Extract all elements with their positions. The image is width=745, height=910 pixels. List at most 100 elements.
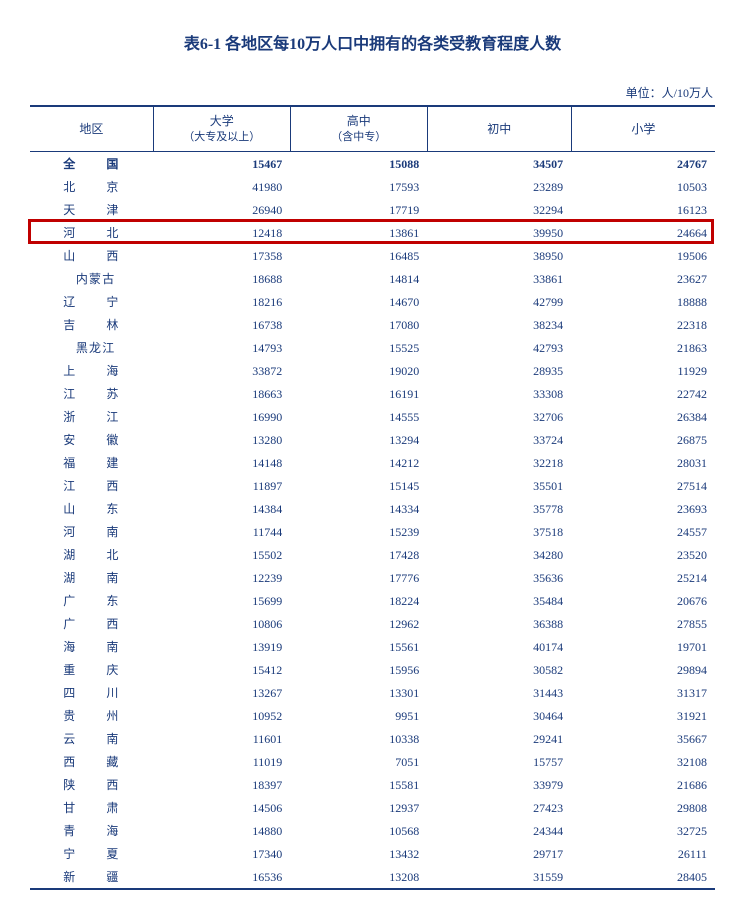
cell-value: 15467 [153,152,290,176]
cell-value: 19020 [290,359,427,382]
cell-value: 26875 [571,428,715,451]
cell-value: 13294 [290,428,427,451]
cell-value: 24557 [571,520,715,543]
col1-sub: （大专及以上） [158,130,286,145]
table-title: 表6-1 各地区每10万人口中拥有的各类受教育程度人数 [30,30,715,54]
cell-value: 20676 [571,589,715,612]
cell-region: 吉 林 [30,313,153,336]
cell-value: 11744 [153,520,290,543]
table-row: 西 藏1101970511575732108 [30,750,715,773]
cell-value: 13301 [290,681,427,704]
cell-value: 26940 [153,198,290,221]
col-primary: 小学 [571,106,715,152]
cell-value: 7051 [290,750,427,773]
cell-region: 广 东 [30,589,153,612]
cell-region: 青 海 [30,819,153,842]
table-row: 广 西10806129623638827855 [30,612,715,635]
cell-value: 12962 [290,612,427,635]
cell-value: 35484 [427,589,571,612]
cell-value: 12418 [153,221,290,244]
cell-region: 云 南 [30,727,153,750]
cell-region: 内蒙古 [30,267,153,290]
cell-value: 42793 [427,336,571,359]
cell-value: 27423 [427,796,571,819]
cell-value: 31559 [427,865,571,889]
table-row: 北 京41980175932328910503 [30,175,715,198]
table-row: 山 西17358164853895019506 [30,244,715,267]
cell-value: 33308 [427,382,571,405]
cell-value: 14334 [290,497,427,520]
header-row: 地区 大学 （大专及以上） 高中 （含中专） 初中 小学 [30,106,715,152]
cell-region: 浙 江 [30,405,153,428]
table-row: 山 东14384143343577823693 [30,497,715,520]
cell-value: 32725 [571,819,715,842]
cell-region: 山 西 [30,244,153,267]
table-body: 全 国15467150883450724767北 京41980175932328… [30,152,715,890]
cell-region: 河 南 [30,520,153,543]
cell-value: 15502 [153,543,290,566]
cell-value: 41980 [153,175,290,198]
cell-value: 24767 [571,152,715,176]
cell-value: 15525 [290,336,427,359]
table-row: 青 海14880105682434432725 [30,819,715,842]
cell-value: 35778 [427,497,571,520]
cell-value: 13919 [153,635,290,658]
cell-value: 13267 [153,681,290,704]
table-row: 湖 北15502174283428023520 [30,543,715,566]
cell-value: 16738 [153,313,290,336]
cell-value: 27855 [571,612,715,635]
table-row: 江 苏18663161913330822742 [30,382,715,405]
unit-label: 单位：人/10万人 [30,84,715,101]
table-row: 湖 南12239177763563625214 [30,566,715,589]
cell-region: 湖 南 [30,566,153,589]
cell-value: 17719 [290,198,427,221]
cell-value: 34280 [427,543,571,566]
cell-value: 15239 [290,520,427,543]
table-row: 云 南11601103382924135667 [30,727,715,750]
cell-value: 13432 [290,842,427,865]
table-row: 全 国15467150883450724767 [30,152,715,176]
table-row: 辽 宁18216146704279918888 [30,290,715,313]
col-university: 大学 （大专及以上） [153,106,290,152]
cell-value: 15145 [290,474,427,497]
cell-value: 31317 [571,681,715,704]
cell-value: 15956 [290,658,427,681]
cell-value: 14148 [153,451,290,474]
table-wrap: 地区 大学 （大专及以上） 高中 （含中专） 初中 小学 全 国15467150… [30,105,715,890]
table-row: 内蒙古18688148143386123627 [30,267,715,290]
cell-region: 山 东 [30,497,153,520]
cell-value: 14555 [290,405,427,428]
cell-value: 10806 [153,612,290,635]
cell-value: 10338 [290,727,427,750]
cell-value: 11897 [153,474,290,497]
cell-value: 12937 [290,796,427,819]
cell-value: 38950 [427,244,571,267]
cell-value: 28405 [571,865,715,889]
cell-value: 15699 [153,589,290,612]
col-region: 地区 [30,106,153,152]
cell-value: 22318 [571,313,715,336]
cell-region: 宁 夏 [30,842,153,865]
cell-value: 29894 [571,658,715,681]
cell-value: 17593 [290,175,427,198]
cell-value: 19506 [571,244,715,267]
cell-value: 15561 [290,635,427,658]
cell-value: 25214 [571,566,715,589]
cell-value: 10952 [153,704,290,727]
cell-region: 湖 北 [30,543,153,566]
cell-value: 14506 [153,796,290,819]
cell-value: 23693 [571,497,715,520]
cell-value: 18888 [571,290,715,313]
cell-value: 13208 [290,865,427,889]
cell-value: 29808 [571,796,715,819]
cell-region: 重 庆 [30,658,153,681]
cell-region: 甘 肃 [30,796,153,819]
cell-value: 42799 [427,290,571,313]
cell-value: 33872 [153,359,290,382]
table-row: 天 津26940177193229416123 [30,198,715,221]
cell-value: 13861 [290,221,427,244]
cell-region: 四 川 [30,681,153,704]
cell-value: 17340 [153,842,290,865]
cell-value: 23289 [427,175,571,198]
cell-value: 28031 [571,451,715,474]
